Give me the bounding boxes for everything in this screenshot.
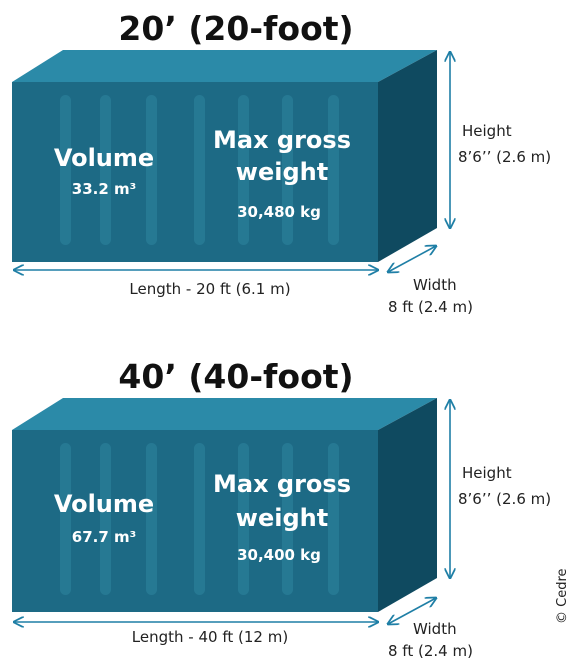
width-label: Width bbox=[413, 620, 457, 638]
container-ribs bbox=[60, 95, 339, 245]
container-ribs bbox=[60, 443, 339, 595]
volume-label: Volume bbox=[54, 490, 154, 518]
height-label: Height bbox=[462, 464, 512, 482]
container-side-face bbox=[378, 50, 437, 262]
height-label: Height bbox=[462, 122, 512, 140]
weight-value: 30,480 kg bbox=[237, 203, 321, 221]
container-40ft: 40’ (40-foot) Volume 67.7 m³ Max gross w… bbox=[12, 357, 551, 660]
volume-value: 33.2 m³ bbox=[72, 180, 136, 198]
weight-label-line2: weight bbox=[236, 504, 328, 532]
container-side-face bbox=[378, 398, 437, 612]
width-label: Width bbox=[413, 276, 457, 294]
container-top-face bbox=[12, 398, 437, 430]
weight-label-line1: Max gross bbox=[213, 470, 351, 498]
weight-value: 30,400 kg bbox=[237, 546, 321, 564]
volume-value: 67.7 m³ bbox=[72, 528, 136, 546]
height-value: 8’6’’ (2.6 m) bbox=[458, 490, 551, 508]
weight-label-line2: weight bbox=[236, 158, 328, 186]
width-value: 8 ft (2.4 m) bbox=[388, 298, 473, 316]
container-top-face bbox=[12, 50, 437, 82]
width-arrow bbox=[388, 246, 436, 272]
volume-label: Volume bbox=[54, 144, 154, 172]
credit-text: © Cedre bbox=[555, 568, 570, 624]
length-label: Length - 40 ft (12 m) bbox=[132, 628, 288, 646]
height-value: 8’6’’ (2.6 m) bbox=[458, 148, 551, 166]
width-value: 8 ft (2.4 m) bbox=[388, 642, 473, 660]
weight-label-line1: Max gross bbox=[213, 126, 351, 154]
length-label: Length - 20 ft (6.1 m) bbox=[129, 280, 290, 298]
container-title: 40’ (40-foot) bbox=[118, 357, 353, 396]
container-20ft: 20’ (20-foot) Volume 33.2 m³ Max gross w… bbox=[12, 9, 551, 316]
width-arrow bbox=[388, 598, 436, 624]
container-title: 20’ (20-foot) bbox=[118, 9, 353, 48]
